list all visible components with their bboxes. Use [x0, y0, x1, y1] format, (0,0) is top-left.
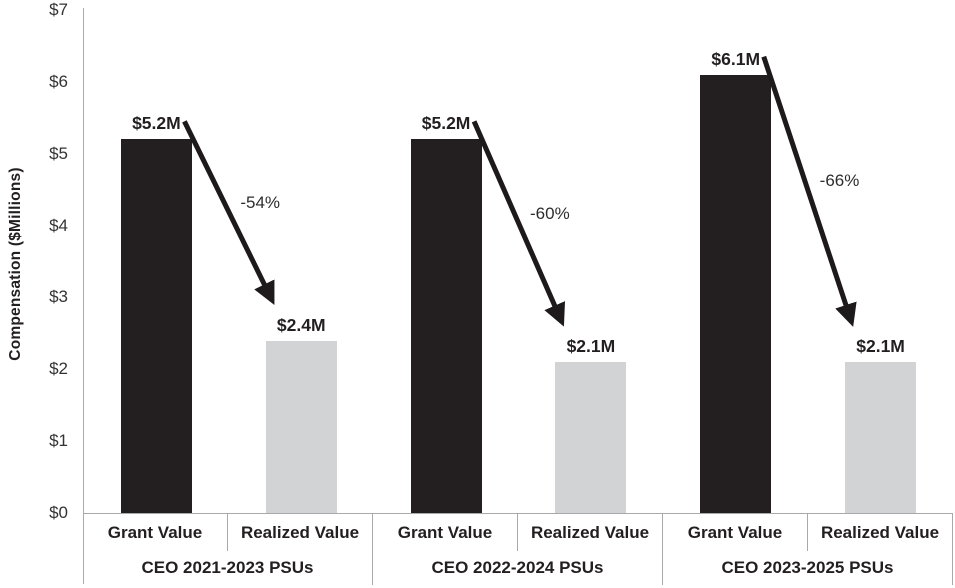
group-label: CEO 2021-2023 PSUs — [141, 558, 314, 577]
y-axis-tick-label: $1 — [49, 431, 68, 451]
series-label-cell: Realized Value — [530, 522, 650, 542]
series-label-cell: Grant Value — [663, 514, 808, 551]
y-axis-tick-label: $2 — [49, 359, 68, 379]
series-label-row: Grant Value Realized Value — [373, 514, 662, 551]
bar-value-label: $5.2M — [132, 113, 181, 134]
series-label-row: Grant Value Realized Value — [663, 514, 952, 551]
bar-realized-value — [555, 362, 627, 513]
series-label-cell: Grant Value — [83, 514, 228, 551]
group-label: CEO 2022-2024 PSUs — [431, 558, 604, 577]
bar-grant-value — [120, 139, 192, 513]
bar-realized-value — [845, 362, 917, 513]
bar-grant-value — [410, 139, 482, 513]
bar-value-label: $2.4M — [276, 314, 326, 335]
bar-value-label: $2.1M — [856, 336, 905, 357]
y-axis-line — [83, 8, 85, 584]
y-axis-tick-label: $6 — [49, 71, 68, 91]
axis-group: Grant Value Realized Value CEO 2021-2023 P… — [83, 514, 373, 585]
bar-value-label: $5.2M — [421, 113, 471, 134]
group-label: CEO 2023-2025 PSUs — [721, 558, 894, 577]
y-axis-tick-label: $3 — [49, 287, 68, 307]
percent-change-label: -54% — [240, 192, 281, 212]
axis-group: Grant Value Realized Value CEO 2023-2025 P… — [663, 514, 953, 585]
y-axis-tick-label: $4 — [49, 215, 68, 235]
series-label-cell: Realized Value — [240, 522, 360, 542]
y-axis-tick-label: $5 — [49, 143, 68, 163]
series-label-cell: Grant Value — [373, 514, 518, 551]
percent-change-label: -60% — [530, 203, 570, 223]
series-label-cell: Realized Value — [820, 522, 940, 542]
bar-value-label: $6.1M — [711, 48, 761, 69]
axis-group: Grant Value Realized Value CEO 2022-2024 P… — [373, 514, 663, 585]
y-axis-title: Compensation ($Millions) — [7, 167, 24, 361]
bar-value-label: $2.1M — [566, 336, 616, 357]
series-label-row: Grant Value Realized Value — [83, 514, 372, 551]
bar-realized-value — [265, 340, 337, 513]
y-axis-tick-label: $0 — [49, 503, 68, 522]
x-axis-table: Grant Value Realized Value CEO 2021-2023 P… — [83, 513, 953, 585]
percent-change-label: -66% — [819, 171, 860, 191]
bar-grant-value — [700, 74, 772, 513]
y-axis-tick-label: $7 — [49, 0, 68, 19]
